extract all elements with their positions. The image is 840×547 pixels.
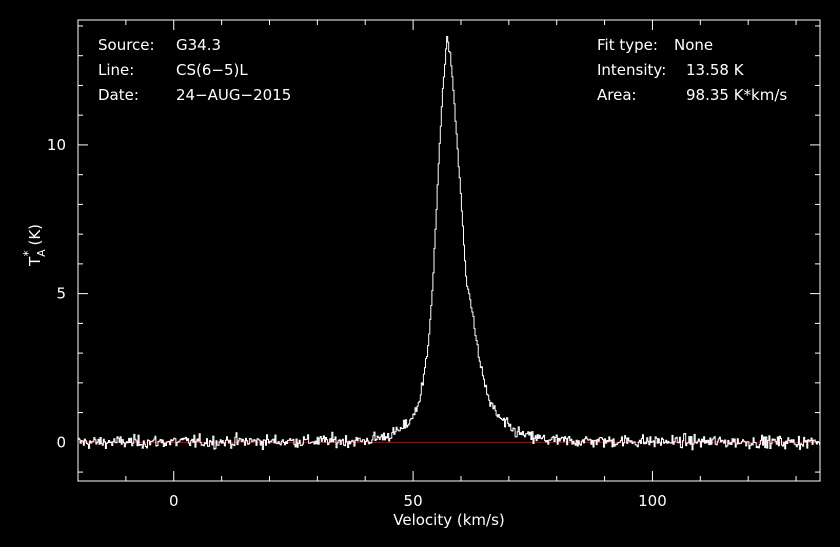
info-date-value: 24−AUG−2015 xyxy=(176,86,291,104)
y-axis-label: TA* (K) xyxy=(21,224,48,267)
y-axis-label-unit: (K) xyxy=(26,224,44,246)
y-tick-label: 5 xyxy=(56,285,66,303)
info-intensity-label: Intensity: xyxy=(597,61,666,79)
y-tick-label: 10 xyxy=(47,136,66,154)
x-tick-label: 100 xyxy=(638,492,667,510)
axis-ticks xyxy=(77,20,820,481)
tick-labels: 0 50 100 0 5 10 xyxy=(47,136,667,510)
info-line-value: CS(6−5)L xyxy=(176,61,248,79)
x-tick-label: 50 xyxy=(404,492,423,510)
info-intensity-value: 13.58 K xyxy=(686,61,745,79)
y-axis-label-main: T xyxy=(26,256,44,267)
x-axis-label: Velocity (km/s) xyxy=(393,511,504,529)
info-area-label: Area: xyxy=(597,86,637,104)
info-source-label: Source: xyxy=(98,36,155,54)
info-date-label: Date: xyxy=(98,86,139,104)
spectrum-line xyxy=(78,36,821,451)
svg-text:TA* (K): TA* (K) xyxy=(21,224,48,267)
info-source-value: G34.3 xyxy=(176,36,221,54)
info-fit-type-value: None xyxy=(674,36,713,54)
plot-frame xyxy=(77,19,821,482)
y-tick-label: 0 xyxy=(56,433,66,451)
x-tick-label: 0 xyxy=(169,492,179,510)
info-line-label: Line: xyxy=(98,61,134,79)
info-fit-type-label: Fit type: xyxy=(597,36,658,54)
y-axis-label-sub: A xyxy=(35,249,48,257)
info-area-value: 98.35 K*km/s xyxy=(686,86,787,104)
y-axis-label-sup: * xyxy=(21,250,35,256)
